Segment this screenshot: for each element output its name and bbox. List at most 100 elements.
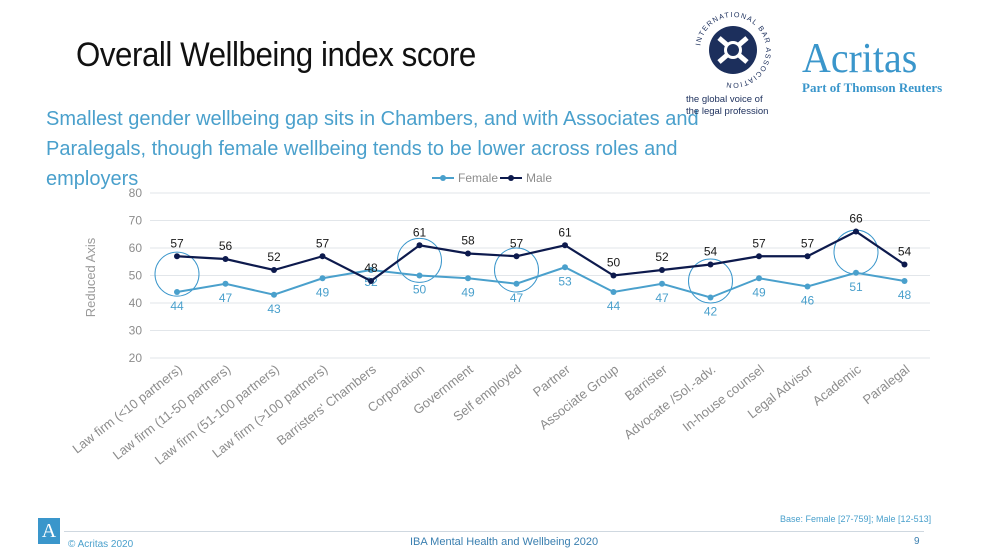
data-label: 57 [801, 236, 815, 250]
wellbeing-line-chart: 20 30 40 50 60 70 80 Reduced Axis Female Male 44 47… [69, 171, 930, 468]
data-label: 44 [607, 299, 621, 313]
data-point [174, 253, 180, 260]
data-label: 61 [413, 225, 427, 239]
series-line-male [176, 230, 906, 283]
iba-tagline: the global voice of the legal profession [686, 94, 768, 118]
page-title: Overall Wellbeing index score [76, 36, 476, 74]
iba-logo: INTERNATIONAL BAR ASSOCIATION [693, 10, 772, 90]
data-point [707, 294, 714, 301]
iba-tagline-line-1: the global voice of [686, 94, 763, 105]
data-point [562, 264, 568, 271]
data-point [901, 278, 908, 284]
legend-label: Male [526, 171, 552, 185]
data-label: 54 [704, 245, 718, 259]
highlight-circle [494, 247, 539, 293]
data-label: 49 [316, 285, 330, 299]
data-label: 49 [461, 285, 475, 299]
data-label: 50 [413, 283, 427, 297]
data-label: 56 [219, 239, 233, 253]
data-point [804, 283, 811, 290]
data-point [707, 261, 714, 268]
data-label: 52 [267, 250, 281, 264]
x-tick-label: Academic [810, 361, 865, 408]
x-tick-label: Paralegal [860, 361, 913, 407]
data-label: 66 [849, 212, 863, 226]
data-label: 52 [655, 250, 669, 264]
highlight-circle [688, 258, 733, 304]
y-tick-label: 20 [129, 351, 143, 365]
data-label: 44 [170, 299, 184, 313]
base-note: Base: Female [27-759]; Male [12-513] [780, 514, 932, 524]
data-point [465, 275, 471, 282]
data-label: 61 [558, 225, 572, 239]
x-tick-label: Advocate /Sol.-adv. [621, 362, 718, 443]
series-line-female [176, 266, 905, 299]
acritas-subtitle: Part of Thomson Reuters [802, 80, 943, 95]
data-label: 51 [849, 280, 863, 294]
data-point [465, 250, 471, 257]
legend-marker [440, 175, 446, 181]
data-label: 47 [655, 291, 669, 305]
data-label: 57 [170, 236, 184, 250]
data-point [659, 280, 665, 287]
data-point [562, 242, 568, 249]
footer-title: IBA Mental Health and Wellbeing 2020 [410, 536, 599, 548]
page-number: 9 [914, 536, 920, 547]
data-point [659, 267, 665, 273]
data-point [756, 275, 762, 282]
data-label: 50 [607, 256, 621, 270]
data-point [368, 267, 374, 273]
data-label: 54 [898, 245, 912, 259]
footer-divider [64, 531, 924, 532]
highlight-circle [833, 229, 879, 275]
highlight-circle [154, 251, 200, 297]
data-label: 42 [704, 305, 718, 319]
data-label: 46 [801, 294, 815, 308]
data-point [513, 280, 520, 287]
data-point [416, 242, 423, 249]
data-point [853, 269, 859, 276]
y-tick-label: 70 [129, 214, 143, 228]
y-tick-label: 60 [129, 241, 143, 255]
data-label: 43 [267, 302, 281, 316]
y-tick-label: 80 [129, 186, 143, 200]
data-point [416, 272, 423, 279]
data-label: 47 [219, 291, 233, 305]
slide-subtitle: Smallest gender wellbeing gap sits in Ch… [46, 108, 699, 190]
data-label: 49 [752, 285, 766, 299]
data-label: 57 [510, 236, 524, 250]
legend-marker [508, 175, 514, 181]
data-point [901, 261, 908, 268]
acritas-logo: Acritas [802, 36, 918, 82]
data-label: 57 [752, 236, 766, 250]
data-label: 48 [364, 261, 378, 275]
data-point [804, 253, 811, 260]
legend-label: Female [458, 171, 498, 185]
data-point [222, 280, 229, 287]
data-label: 53 [558, 274, 572, 288]
data-point [271, 267, 277, 273]
acritas-a-mark: A [38, 518, 60, 544]
data-point [368, 278, 374, 284]
data-point [513, 253, 520, 260]
data-point [319, 275, 326, 282]
x-tick-label: In-house counsel [680, 361, 767, 434]
y-axis-label: Reduced Axis [83, 237, 98, 317]
data-label: 57 [316, 236, 330, 250]
data-label: 47 [510, 291, 524, 305]
data-label: 48 [898, 288, 912, 302]
data-point [222, 256, 229, 262]
data-point [853, 228, 859, 235]
data-point [610, 272, 617, 279]
data-point [174, 289, 180, 295]
data-label: 58 [461, 234, 475, 248]
iba-tagline-line-2: the legal profession [686, 106, 769, 117]
data-point [271, 291, 277, 298]
data-point [319, 253, 326, 260]
x-tick-label: Partner [530, 361, 573, 399]
data-point [610, 289, 617, 295]
y-tick-label: 40 [129, 296, 143, 310]
y-tick-label: 50 [129, 269, 143, 283]
y-tick-label: 30 [129, 324, 143, 338]
copyright: © Acritas 2020 [68, 539, 134, 550]
